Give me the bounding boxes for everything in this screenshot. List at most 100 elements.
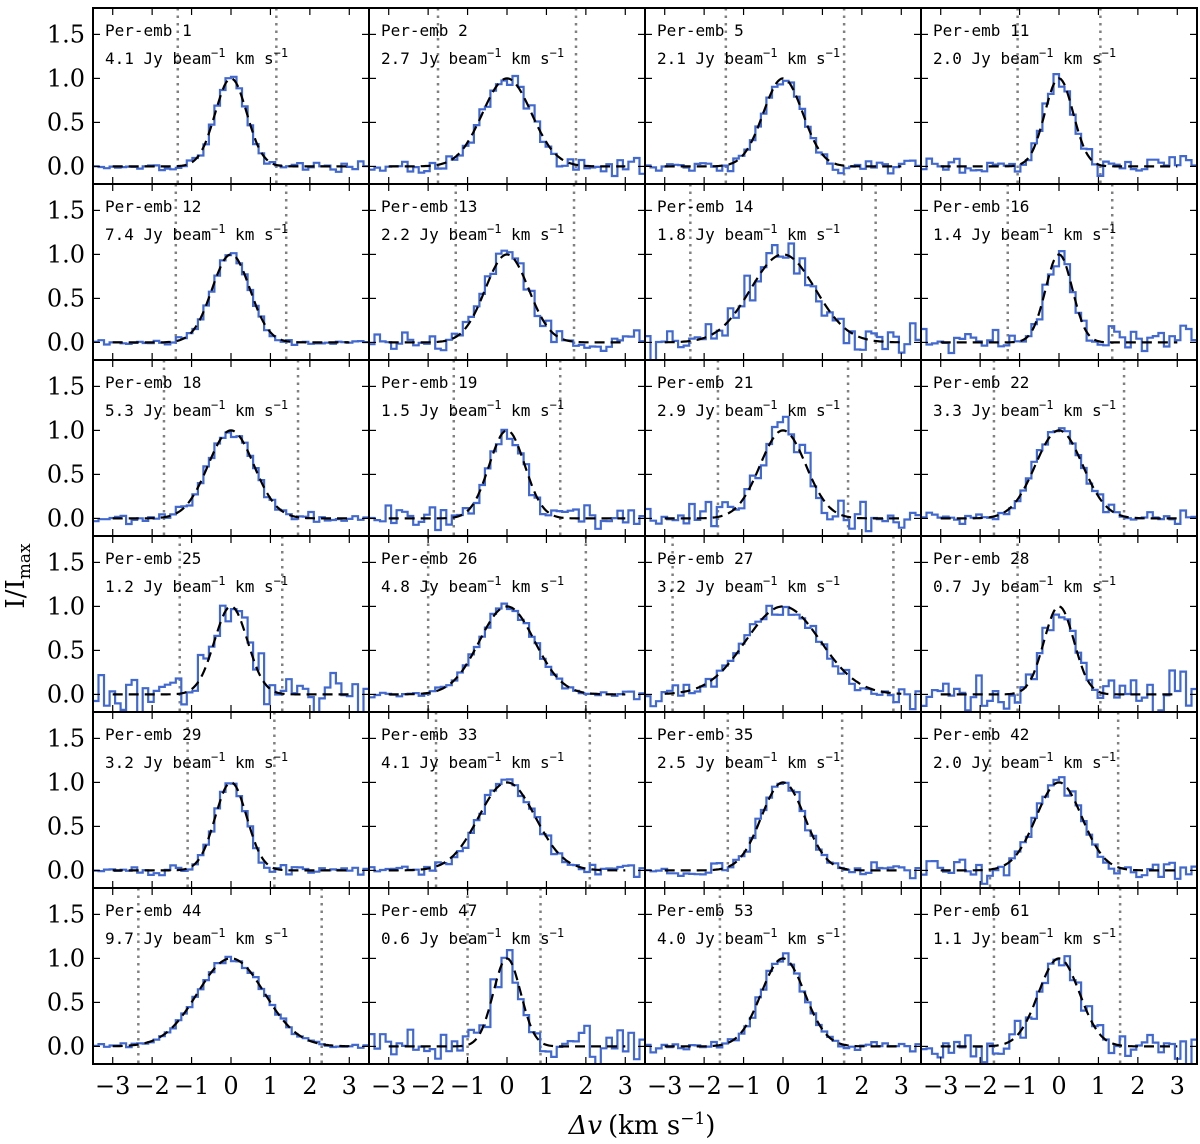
panel-flux-part: km s [1053, 401, 1101, 420]
x-tick-label: 1 [1091, 1072, 1106, 1100]
panel-flux-part: 0.6 [381, 929, 410, 948]
panel: Per-emb 611.1 Jy beam−1 km s−1 [920, 887, 1198, 1065]
panel-flux-part: −1 [211, 222, 225, 236]
panel-flux-part: Jy beam [962, 753, 1039, 772]
panel: Per-emb 185.3 Jy beam−1 km s−1 [92, 359, 370, 537]
panel-flux-part: km s [225, 49, 273, 68]
x-tick-label: 3 [618, 1072, 633, 1100]
panel-name-label: Per-emb 25 [105, 549, 201, 568]
panel-flux-part: Jy beam [686, 225, 763, 244]
gaussian-fit-line [112, 957, 350, 1048]
panel-flux-part: km s [501, 401, 549, 420]
panel-flux-part: −1 [1039, 398, 1053, 412]
panel-flux-part: Jy beam [134, 929, 211, 948]
observed-spectrum-line [645, 415, 921, 533]
panel-flux-label: 2.1 Jy beam−1 km s−1 [657, 46, 840, 68]
panel-flux-label: 7.4 Jy beam−1 km s−1 [105, 222, 288, 244]
panel-flux-part: −1 [274, 926, 288, 940]
panel-flux-part: km s [1053, 577, 1101, 596]
panel-name-label: Per-emb 44 [105, 901, 201, 920]
panel-flux-label: 9.7 Jy beam−1 km s−1 [105, 926, 288, 948]
panel-name-label: Per-emb 21 [657, 373, 753, 392]
x-tick-labels: −3 −2 −1 0 1 2 3 −3 −2 −1 0 1 2 3 −3 −2 −1 0 1 2 3 −3 −2 −1 0 1 2 3 [95, 1072, 1185, 1100]
panel-flux-part: −1 [274, 46, 288, 60]
observed-spectrum-line [921, 250, 1197, 355]
panel-flux-part: km s [501, 225, 549, 244]
panel-flux-part: −1 [763, 46, 777, 60]
observed-spectrum-line [921, 73, 1197, 177]
x-tick-label: −2 [134, 1072, 169, 1100]
gaussian-fit-line [940, 77, 1178, 168]
panel-flux-part: −1 [826, 574, 840, 588]
panel-flux-label: 3.2 Jy beam−1 km s−1 [657, 574, 840, 596]
panel-flux-part: −1 [1102, 222, 1116, 236]
gaussian-fit-line [940, 781, 1178, 872]
panel-name-label: Per-emb 29 [105, 725, 201, 744]
panel-flux-label: 5.3 Jy beam−1 km s−1 [105, 398, 288, 420]
panel-flux-part: −1 [487, 398, 501, 412]
y-tick-label: 1.5 [47, 20, 85, 48]
panel: Per-emb 191.5 Jy beam−1 km s−1 [368, 359, 646, 537]
panel-flux-label: 0.6 Jy beam−1 km s−1 [381, 926, 564, 948]
panel-flux-part: km s [777, 577, 825, 596]
panel-flux-part: −1 [211, 46, 225, 60]
panel: Per-emb 132.2 Jy beam−1 km s−1 [368, 183, 646, 361]
y-tick-label: 0.5 [47, 636, 85, 664]
panel-flux-part: km s [1053, 929, 1101, 948]
panel: Per-emb 273.2 Jy beam−1 km s−1 [644, 535, 922, 713]
panel-name-label: Per-emb 11 [933, 21, 1029, 40]
panel-flux-part: −1 [487, 926, 501, 940]
panel-flux-part: Jy beam [134, 753, 211, 772]
panel-flux-part: km s [1053, 49, 1101, 68]
panel-flux-part: 4.1 [381, 753, 410, 772]
observed-spectrum-line [93, 252, 369, 346]
gaussian-fit-line [112, 781, 350, 872]
y-tick-label: 0.5 [47, 108, 85, 136]
panel-flux-part: Jy beam [410, 753, 487, 772]
panel-flux-part: Jy beam [134, 577, 211, 596]
panel-flux-label: 3.2 Jy beam−1 km s−1 [105, 750, 288, 772]
panel-flux-part: km s [225, 929, 273, 948]
panel: Per-emb 22.7 Jy beam−1 km s−1 [368, 7, 646, 185]
x-tick-label: 1 [815, 1072, 830, 1100]
panel-flux-part: −1 [487, 574, 501, 588]
panel-flux-part: 1.5 [381, 401, 410, 420]
panel-flux-part: −1 [550, 46, 564, 60]
panel: Per-emb 534.0 Jy beam−1 km s−1 [644, 887, 922, 1065]
panel-flux-part: Jy beam [962, 401, 1039, 420]
gaussian-fit-line [112, 253, 350, 344]
panel-flux-part: Jy beam [410, 577, 487, 596]
panel: Per-emb 141.8 Jy beam−1 km s−1 [644, 183, 922, 361]
panel-flux-part: −1 [274, 398, 288, 412]
panel-flux-part: km s [225, 753, 273, 772]
panel-flux-part: −1 [1039, 222, 1053, 236]
panel-flux-part: 2.5 [657, 753, 686, 772]
panel-flux-part: 2.7 [381, 49, 410, 68]
panel-name-label: Per-emb 5 [657, 21, 744, 40]
x-tick-label: 0 [499, 1072, 514, 1100]
panel-flux-part: Jy beam [410, 929, 487, 948]
panel-flux-part: km s [777, 401, 825, 420]
panel-flux-part: 1.8 [657, 225, 686, 244]
panel-name-label: Per-emb 35 [657, 725, 753, 744]
panel-flux-part: −1 [763, 926, 777, 940]
panel-flux-part: −1 [550, 574, 564, 588]
panel-flux-part: −1 [211, 398, 225, 412]
observed-spectrum-line [921, 955, 1197, 1064]
gaussian-fit-line [112, 77, 350, 168]
observed-spectrum-line [921, 613, 1197, 712]
panel-flux-part: km s [501, 929, 549, 948]
y-tick-label: 0.0 [47, 680, 85, 708]
panel-flux-part: −1 [1102, 46, 1116, 60]
x-tick-label: 3 [342, 1072, 357, 1100]
panel-flux-label: 2.0 Jy beam−1 km s−1 [933, 46, 1116, 68]
panel: Per-emb 29 3.2 Jy beam−1 km s−1 [92, 711, 370, 889]
panel-flux-part: 3.2 [105, 753, 134, 772]
panel-name-label: Per-emb 14 [657, 197, 753, 216]
y-tick-label: 1.5 [47, 372, 85, 400]
panel-name-label: Per-emb 53 [657, 901, 753, 920]
y-tick-label: 1.0 [47, 416, 85, 444]
panel-flux-part: 4.0 [657, 929, 686, 948]
